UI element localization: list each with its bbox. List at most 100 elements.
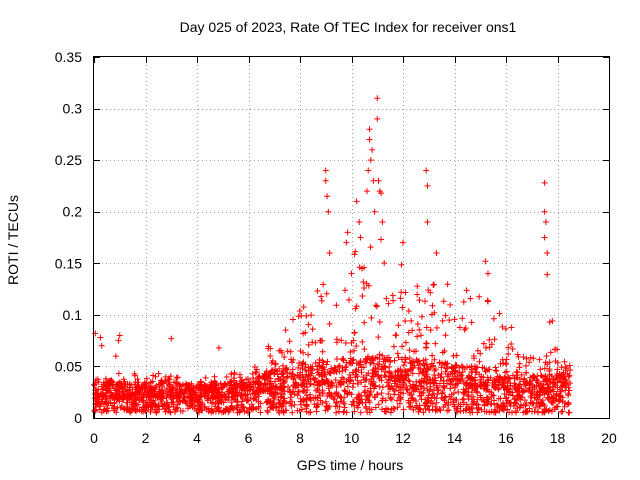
data-point xyxy=(467,295,474,302)
data-point xyxy=(453,352,460,359)
data-point xyxy=(230,406,237,413)
data-point xyxy=(490,377,497,384)
data-point xyxy=(209,407,216,414)
data-point xyxy=(348,339,355,346)
data-point xyxy=(453,409,460,416)
data-point xyxy=(516,376,523,383)
data-point xyxy=(476,358,483,365)
data-point xyxy=(325,404,332,411)
data-point xyxy=(147,386,154,393)
data-point xyxy=(394,397,401,404)
data-point xyxy=(400,406,407,413)
y-tick-label: 0.35 xyxy=(55,49,82,65)
data-point xyxy=(514,404,521,411)
data-point xyxy=(367,244,374,251)
data-point xyxy=(113,409,120,416)
x-tick-label: 6 xyxy=(245,430,253,446)
data-point xyxy=(129,400,136,407)
data-points xyxy=(91,95,574,416)
data-point xyxy=(167,409,174,416)
data-point xyxy=(444,281,451,288)
data-point xyxy=(300,359,307,366)
data-point xyxy=(417,361,424,368)
data-point xyxy=(301,383,308,390)
data-point xyxy=(447,301,454,308)
data-point xyxy=(357,398,364,405)
data-point xyxy=(300,398,307,405)
data-point xyxy=(266,390,273,397)
data-point xyxy=(228,370,235,377)
data-point xyxy=(537,372,544,379)
data-point xyxy=(343,363,350,370)
data-point xyxy=(297,395,304,402)
data-point xyxy=(274,371,281,378)
data-point xyxy=(496,310,503,317)
y-tick-label: 0.15 xyxy=(55,255,82,271)
data-point xyxy=(532,404,539,411)
data-point xyxy=(514,395,521,402)
data-point xyxy=(367,380,374,387)
data-point xyxy=(476,382,483,389)
data-point xyxy=(356,219,363,226)
data-point xyxy=(363,396,370,403)
data-point xyxy=(537,392,544,399)
data-point xyxy=(387,409,394,416)
data-point xyxy=(483,394,490,401)
data-point xyxy=(495,395,502,402)
data-point xyxy=(360,364,367,371)
data-point xyxy=(230,389,237,396)
data-point xyxy=(509,346,516,353)
data-point xyxy=(363,188,370,195)
data-point xyxy=(314,366,321,373)
data-point xyxy=(138,393,145,400)
data-point xyxy=(280,373,287,380)
data-point xyxy=(445,407,452,414)
data-point xyxy=(358,379,365,386)
data-point xyxy=(418,396,425,403)
data-point xyxy=(314,378,321,385)
data-point xyxy=(535,396,542,403)
data-point xyxy=(478,396,485,403)
y-axis-label: ROTI / TECUs xyxy=(5,195,21,285)
data-point xyxy=(125,395,132,402)
data-point xyxy=(508,324,515,331)
data-point xyxy=(319,387,326,394)
data-point xyxy=(434,384,441,391)
data-point xyxy=(445,376,452,383)
data-point xyxy=(426,376,433,383)
data-point xyxy=(245,397,252,404)
data-point xyxy=(323,361,330,368)
data-point xyxy=(324,393,331,400)
data-point xyxy=(116,332,123,339)
data-point xyxy=(455,389,462,396)
data-point xyxy=(544,381,551,388)
data-point xyxy=(541,179,548,186)
data-point xyxy=(421,375,428,382)
data-point xyxy=(527,388,534,395)
data-point xyxy=(432,340,439,347)
data-point xyxy=(559,382,566,389)
data-point xyxy=(299,406,306,413)
data-point xyxy=(324,193,331,200)
data-point xyxy=(406,403,413,410)
data-point xyxy=(158,398,165,405)
data-point xyxy=(217,391,224,398)
data-point xyxy=(277,394,284,401)
data-point xyxy=(470,352,477,359)
data-point xyxy=(180,394,187,401)
data-point xyxy=(360,279,367,286)
data-point xyxy=(516,364,523,371)
data-point xyxy=(518,371,525,378)
data-point xyxy=(515,353,522,360)
data-point xyxy=(415,408,422,415)
data-point xyxy=(387,358,394,365)
data-point xyxy=(117,394,124,401)
data-point xyxy=(439,390,446,397)
data-point xyxy=(485,298,492,305)
data-point xyxy=(134,389,141,396)
data-point xyxy=(289,316,296,323)
data-point xyxy=(456,364,463,371)
x-tick-label: 14 xyxy=(447,430,463,446)
data-point xyxy=(442,368,449,375)
data-point xyxy=(228,393,235,400)
